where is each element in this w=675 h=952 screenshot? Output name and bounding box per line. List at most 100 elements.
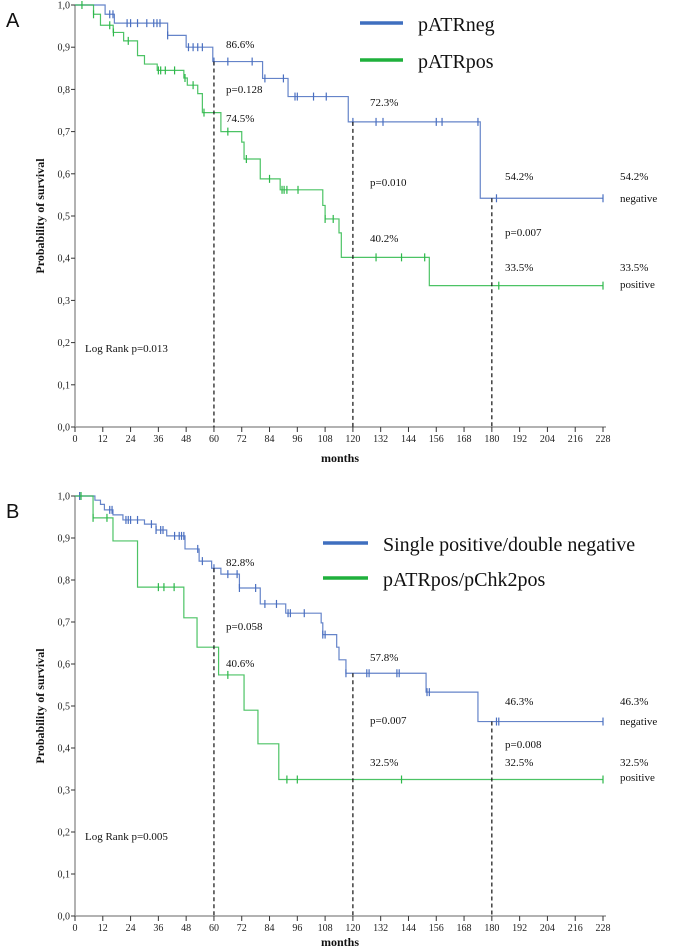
survival-curve-positive [75, 4, 603, 287]
y-tick-label: 1,0 [58, 492, 71, 503]
y-tick-label: 0,8 [58, 576, 71, 587]
y-tick-label: 1,0 [58, 1, 71, 12]
x-tick-label: 48 [181, 923, 191, 934]
x-tick-label: 216 [568, 434, 583, 445]
x-tick-label: 156 [429, 434, 444, 445]
annotation-p180: p=0.007 [505, 227, 542, 239]
annotation-end-neg: 54.2% [620, 171, 648, 183]
x-tick-label: 192 [512, 923, 527, 934]
annotation-a60-pos: 74.5% [226, 113, 254, 125]
legend-entry: pATRneg [418, 14, 495, 36]
x-tick-label: 72 [237, 923, 247, 934]
x-tick-label: 180 [484, 923, 499, 934]
annotation-p120: p=0.010 [370, 177, 407, 189]
annotation-a60-neg: 82.8% [226, 557, 254, 569]
y-tick-label: 0,1 [58, 870, 71, 881]
annotation-a180-neg: 46.3% [505, 696, 533, 708]
y-tick-label: 0,7 [58, 618, 71, 629]
annotation-p120: p=0.007 [370, 715, 407, 727]
y-tick-label: 0,9 [58, 534, 71, 545]
annotation-a60-neg: 86.6% [226, 39, 254, 51]
survival-curve-negative [75, 495, 603, 723]
y-tick-label: 0,7 [58, 127, 71, 138]
chart-panel-b: B 0,0 0,1 0,2 0,3 0,4 0,5 0,6 0,7 0,8 0,9 1,0 0 12 24 3… [6, 492, 657, 950]
x-tick-label: 120 [345, 923, 360, 934]
y-tick-label: 0,4 [58, 254, 71, 265]
x-tick-label: 204 [540, 434, 555, 445]
x-tick-label: 36 [153, 923, 163, 934]
survival-curve-positive [75, 495, 603, 781]
annotation-end-pos: 33.5% [620, 262, 648, 274]
x-tick-label: 156 [429, 923, 444, 934]
annotation-end-pos-label: positive [620, 279, 655, 291]
y-tick-label: 0,0 [58, 912, 71, 923]
x-tick-label: 132 [373, 434, 388, 445]
annotation-logrank: Log Rank p=0.013 [85, 343, 168, 355]
x-tick-label: 72 [237, 434, 247, 445]
x-tick-label: 120 [345, 434, 360, 445]
y-tick-label: 0,2 [58, 828, 71, 839]
y-tick-label: 0,4 [58, 744, 71, 755]
y-tick-label: 0,3 [58, 786, 71, 797]
annotation-p60: p=0.058 [226, 621, 263, 633]
x-axis-label: months [321, 451, 359, 465]
y-tick-label: 0,0 [58, 423, 71, 434]
x-tick-label: 168 [457, 434, 472, 445]
x-tick-label: 84 [265, 434, 275, 445]
y-tick-label: 0,8 [58, 85, 71, 96]
x-tick-label: 144 [401, 434, 416, 445]
annotation-end-neg-label: negative [620, 193, 657, 205]
x-tick-label: 228 [596, 434, 611, 445]
annotation-a120-neg: 72.3% [370, 97, 398, 109]
annotation-logrank: Log Rank p=0.005 [85, 831, 168, 843]
x-tick-label: 108 [318, 434, 333, 445]
annotation-end-neg-label: negative [620, 716, 657, 728]
x-tick-label: 0 [73, 923, 78, 934]
y-axis-label: Probability of survival [33, 648, 47, 764]
x-tick-label: 84 [265, 923, 275, 934]
x-tick-label: 168 [457, 923, 472, 934]
x-tick-label: 60 [209, 434, 219, 445]
x-tick-label: 24 [126, 923, 136, 934]
annotation-a180-neg: 54.2% [505, 171, 533, 183]
y-tick-label: 0,6 [58, 660, 71, 671]
annotation-a120-pos: 40.2% [370, 233, 398, 245]
y-axis-label: Probability of survival [33, 158, 47, 274]
x-tick-label: 96 [292, 434, 302, 445]
x-tick-label: 12 [98, 434, 108, 445]
x-axis-label: months [321, 935, 359, 949]
legend-entry: pATRpos [418, 51, 494, 73]
x-tick-label: 132 [373, 923, 388, 934]
annotation-a120-neg: 57.8% [370, 652, 398, 664]
y-tick-label: 0,5 [58, 212, 71, 223]
legend-entry: pATRpos/pChk2pos [383, 569, 545, 591]
annotation-p180: p=0.008 [505, 739, 542, 751]
annotation-a60-pos: 40.6% [226, 658, 254, 670]
x-tick-label: 204 [540, 923, 555, 934]
legend-entry: Single positive/double negative [383, 534, 635, 556]
panel-label: B [6, 501, 19, 523]
survival-curve-negative [75, 4, 603, 199]
x-tick-label: 12 [98, 923, 108, 934]
annotation-a180-pos: 32.5% [505, 757, 533, 769]
x-tick-label: 0 [73, 434, 78, 445]
y-tick-label: 0,3 [58, 296, 71, 307]
x-tick-label: 228 [596, 923, 611, 934]
y-tick-label: 0,6 [58, 169, 71, 180]
x-tick-label: 216 [568, 923, 583, 934]
x-tick-label: 180 [484, 434, 499, 445]
y-tick-label: 0,1 [58, 380, 71, 391]
annotation-end-neg: 46.3% [620, 696, 648, 708]
x-tick-label: 36 [153, 434, 163, 445]
x-tick-label: 108 [318, 923, 333, 934]
annotation-a180-pos: 33.5% [505, 262, 533, 274]
y-tick-label: 0,2 [58, 338, 71, 349]
annotation-end-pos: 32.5% [620, 757, 648, 769]
x-tick-label: 60 [209, 923, 219, 934]
x-tick-label: 24 [126, 434, 136, 445]
y-tick-label: 0,9 [58, 43, 71, 54]
annotation-end-pos-label: positive [620, 772, 655, 784]
x-tick-label: 48 [181, 434, 191, 445]
annotation-a120-pos: 32.5% [370, 757, 398, 769]
